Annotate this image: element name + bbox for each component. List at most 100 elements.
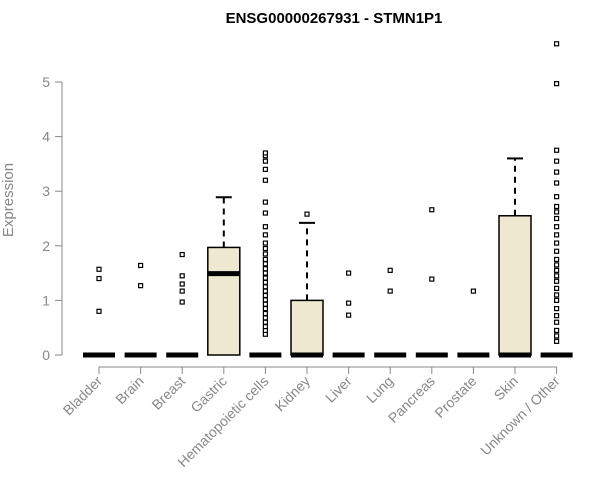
outlier-point bbox=[262, 279, 268, 285]
y-tick-label: 5 bbox=[42, 74, 50, 90]
outlier-point bbox=[553, 327, 560, 334]
outlier-point bbox=[553, 147, 560, 153]
outlier-point bbox=[553, 194, 560, 200]
outlier-point bbox=[262, 270, 268, 276]
outlier-point bbox=[262, 266, 268, 272]
outlier-point bbox=[262, 177, 268, 183]
y-tick-label: 3 bbox=[42, 183, 50, 199]
box-iqr bbox=[290, 299, 324, 356]
outlier-point bbox=[553, 262, 560, 268]
outlier-point bbox=[96, 266, 102, 272]
y-axis-label: Expression bbox=[0, 163, 17, 237]
y-tick-label: 0 bbox=[42, 347, 50, 363]
outlier-point bbox=[262, 292, 268, 299]
outlier-point bbox=[138, 283, 144, 289]
outlier-point bbox=[553, 278, 560, 284]
x-tick-label: Prostate bbox=[431, 373, 479, 421]
outlier-point bbox=[179, 288, 185, 294]
box-hematopoietic-cells bbox=[249, 150, 282, 358]
outlier-point bbox=[346, 300, 352, 306]
outlier-point bbox=[262, 245, 268, 252]
outlier-point bbox=[262, 210, 268, 216]
box-bladder bbox=[83, 266, 115, 358]
outlier-point bbox=[262, 158, 268, 164]
y-tick-label: 4 bbox=[42, 129, 50, 145]
boxes-layer bbox=[83, 41, 573, 358]
box-prostate bbox=[457, 288, 490, 358]
outlier-point bbox=[553, 232, 560, 238]
box-iqr bbox=[207, 246, 241, 356]
outlier-point bbox=[553, 215, 560, 222]
outlier-point bbox=[262, 150, 268, 156]
outlier-point bbox=[429, 207, 435, 213]
outlier-point bbox=[262, 319, 268, 325]
box-brain bbox=[124, 262, 157, 358]
outlier-point bbox=[262, 166, 268, 172]
outlier-point bbox=[262, 224, 268, 230]
outlier-point bbox=[262, 305, 268, 312]
outlier-point bbox=[553, 256, 560, 263]
outlier-point bbox=[429, 276, 435, 282]
outlier-point bbox=[553, 285, 560, 291]
outlier-point bbox=[553, 224, 560, 230]
outlier-point bbox=[262, 251, 268, 257]
outlier-point bbox=[346, 312, 352, 318]
outlier-point bbox=[262, 199, 268, 205]
outlier-point bbox=[179, 299, 185, 305]
outlier-point bbox=[262, 288, 268, 294]
box-pancreas bbox=[415, 207, 448, 358]
x-tick-label: Breast bbox=[148, 373, 188, 413]
outlier-point bbox=[262, 301, 268, 307]
x-tick-label: Kidney bbox=[272, 373, 314, 415]
outlier-point bbox=[553, 180, 560, 186]
x-tick-label: Skin bbox=[491, 373, 522, 404]
outlier-point bbox=[262, 310, 268, 317]
x-tick-label: Unknown / Other bbox=[477, 373, 563, 459]
box-skin bbox=[498, 157, 532, 358]
outlier-point bbox=[179, 273, 185, 279]
outlier-point bbox=[470, 288, 476, 294]
chart-title: ENSG00000267931 - STMN1P1 bbox=[226, 10, 443, 27]
box-unknown-other bbox=[540, 41, 573, 358]
outlier-point bbox=[262, 261, 268, 267]
box-gastric bbox=[207, 196, 241, 356]
x-tick-label: Lung bbox=[363, 373, 396, 406]
outlier-point bbox=[553, 209, 560, 215]
outlier-point bbox=[262, 324, 268, 330]
box-breast bbox=[166, 251, 199, 358]
outlier-point bbox=[553, 297, 560, 303]
x-tick-label: Brain bbox=[112, 373, 146, 407]
x-tick-label: Bladder bbox=[60, 373, 106, 419]
outlier-point bbox=[96, 275, 102, 282]
outlier-point bbox=[304, 211, 310, 217]
outlier-point bbox=[138, 262, 144, 269]
outlier-point bbox=[262, 297, 268, 303]
outlier-point bbox=[262, 284, 268, 290]
outlier-point bbox=[553, 41, 560, 47]
outlier-point bbox=[553, 267, 560, 273]
outlier-point bbox=[179, 251, 185, 258]
outlier-point bbox=[553, 158, 560, 164]
y-axis: 0 1 2 3 4 5 bbox=[42, 74, 63, 363]
outlier-point bbox=[553, 319, 560, 325]
outlier-point bbox=[553, 81, 560, 87]
outlier-point bbox=[179, 281, 185, 287]
box-lung bbox=[374, 267, 407, 358]
outlier-point bbox=[553, 313, 560, 319]
outlier-point bbox=[96, 308, 102, 314]
outlier-point bbox=[262, 232, 268, 238]
outlier-point bbox=[387, 267, 393, 273]
outlier-point bbox=[387, 288, 393, 294]
outlier-point bbox=[553, 292, 560, 298]
outlier-point bbox=[262, 256, 268, 263]
outlier-point bbox=[553, 338, 560, 344]
box-iqr bbox=[498, 215, 532, 356]
outlier-point bbox=[553, 305, 560, 312]
y-tick-label: 2 bbox=[42, 238, 50, 254]
box-liver bbox=[332, 270, 365, 358]
outlier-point bbox=[553, 273, 560, 279]
x-tick-label: Liver bbox=[322, 373, 355, 406]
outlier-point bbox=[553, 240, 560, 246]
outlier-point bbox=[262, 240, 268, 246]
